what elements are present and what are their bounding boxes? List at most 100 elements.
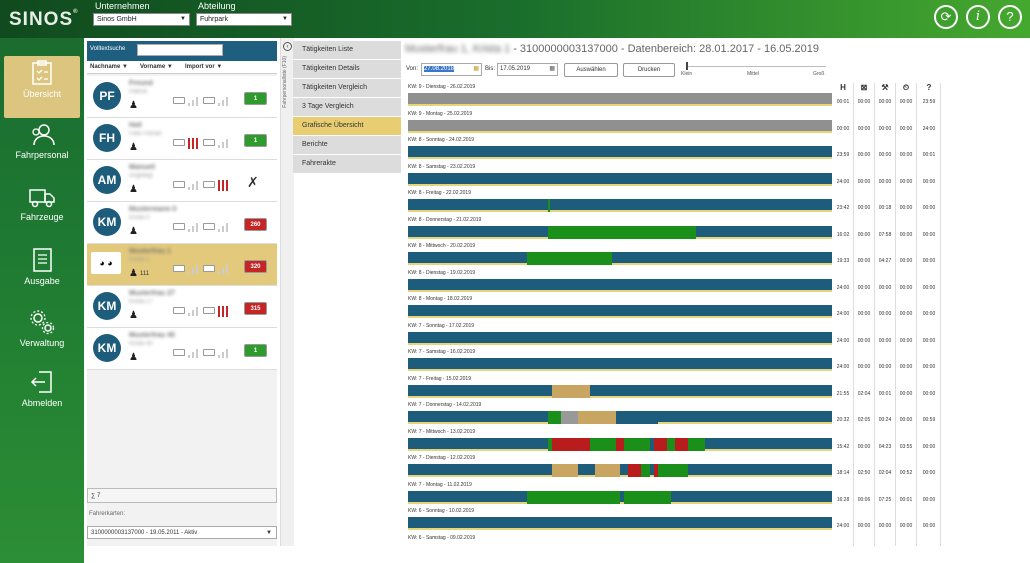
activity-segment[interactable] xyxy=(653,464,659,477)
activity-bar[interactable] xyxy=(408,517,832,530)
card-icon xyxy=(203,139,215,146)
from-date-input[interactable]: 27.08.2018 ▦ xyxy=(421,63,482,76)
driver-row[interactable]: FH Hall Felix Florian ♟ 1 xyxy=(87,118,277,160)
activity-segment[interactable] xyxy=(624,437,650,451)
nav-output[interactable]: Ausgabe xyxy=(0,244,84,306)
driver-row[interactable]: KM Musterfrau 40 Krista 40 ♟ 1 xyxy=(87,328,277,370)
help-icon[interactable]: ? xyxy=(998,5,1022,29)
activity-bar[interactable] xyxy=(408,331,832,345)
driver-firstname: Krista 0 xyxy=(129,215,150,221)
nav-vehicles[interactable]: Fahrzeuge xyxy=(0,182,84,244)
zoom-slider-handle[interactable] xyxy=(686,62,688,70)
driver-lastname: Mustermann 0 xyxy=(129,206,177,213)
driver-row[interactable]: ◕ ◕ Musterfrau 1 Krista 1 ♟ 111 320 xyxy=(87,244,277,286)
menu-item[interactable]: Tätigkeiten Details xyxy=(293,60,401,79)
activity-segment[interactable] xyxy=(526,490,620,504)
activity-bar[interactable] xyxy=(408,146,832,159)
activity-bar[interactable] xyxy=(408,225,832,239)
driver-row[interactable]: KM Mustermann 0 Krista 0 ♟ 260 xyxy=(87,202,277,244)
stat-value: 03:55 xyxy=(899,443,913,450)
menu-item[interactable]: Berichte xyxy=(293,136,401,155)
activity-segment[interactable] xyxy=(577,411,616,424)
activity-bar[interactable] xyxy=(408,490,832,504)
driver-row[interactable]: AM Manuell Angelegt ♟ ✗ xyxy=(87,160,277,202)
activity-bar[interactable] xyxy=(408,278,832,292)
department-select[interactable]: Fuhrpark ▼ xyxy=(196,13,292,26)
menu-item[interactable]: 3 Tage Vergleich xyxy=(293,98,401,117)
activity-segment[interactable] xyxy=(628,464,642,477)
activity-segment[interactable] xyxy=(666,437,676,451)
activity-segment[interactable] xyxy=(547,225,697,239)
search-label: Volltextsuche xyxy=(90,46,126,52)
activity-bar[interactable] xyxy=(408,93,832,106)
activity-bar[interactable] xyxy=(408,464,832,477)
activity-segment[interactable] xyxy=(552,464,578,477)
activity-segment[interactable] xyxy=(547,437,553,451)
activity-bar[interactable] xyxy=(408,384,832,398)
print-button[interactable]: Drucken xyxy=(623,63,675,77)
card-icon xyxy=(203,223,215,230)
activity-segment[interactable] xyxy=(526,252,612,265)
activity-bar[interactable] xyxy=(408,411,832,424)
status-badge: 1 xyxy=(244,134,267,147)
activity-bar[interactable] xyxy=(408,437,832,451)
activity-segment[interactable] xyxy=(649,437,654,451)
activity-bar[interactable] xyxy=(408,305,832,318)
stat-value: 00:00 xyxy=(878,125,892,132)
company-label: Unternehmen xyxy=(95,1,150,11)
day-label: KW: 7 - Mittwoch - 13.02.2019 xyxy=(408,428,476,435)
nav-drivers[interactable]: Fahrpersonal xyxy=(0,120,84,182)
page-title: Musterfrau 1, Krista 1 - 310000000313700… xyxy=(405,43,820,55)
stat-value: 00:01 xyxy=(836,99,850,105)
activity-segment[interactable] xyxy=(624,490,671,504)
collapse-icon[interactable]: ‹ xyxy=(283,42,292,51)
activity-bar[interactable] xyxy=(408,172,832,186)
refresh-icon[interactable]: ⟳ xyxy=(934,5,958,29)
activity-segment[interactable] xyxy=(552,437,591,451)
menu-item[interactable]: Fahrerakte xyxy=(293,155,401,174)
activity-bar[interactable] xyxy=(408,358,832,371)
driver-row[interactable]: PF Freund Patrick ♟ 1 xyxy=(87,76,277,118)
search-input[interactable] xyxy=(137,44,223,56)
menu-item[interactable]: Tätigkeiten Liste xyxy=(293,41,401,60)
activity-segment[interactable] xyxy=(547,411,561,424)
activity-segment[interactable] xyxy=(658,464,688,477)
stat-value: 02:04 xyxy=(878,470,892,476)
stat-value: 00:00 xyxy=(899,311,913,317)
info-icon[interactable]: i xyxy=(966,5,990,29)
zoom-slider-track[interactable] xyxy=(686,66,826,67)
col-import[interactable]: Import vor ▼ xyxy=(185,64,223,70)
activity-segment[interactable] xyxy=(590,437,616,451)
day-stats: 18:14 02:50 02:04 00:52 00:00 xyxy=(833,465,945,487)
nav-logout[interactable]: Abmelden xyxy=(0,366,84,428)
company-select[interactable]: Sinos GmbH ▼ xyxy=(93,13,190,26)
activity-bar[interactable] xyxy=(408,199,832,212)
activity-segment[interactable] xyxy=(615,437,625,451)
driver-row[interactable]: KM Musterfrau 27 Krista 27 ♟ 315 xyxy=(87,286,277,328)
activity-segment[interactable] xyxy=(547,199,551,212)
activity-segment[interactable] xyxy=(615,411,659,424)
activity-segment[interactable] xyxy=(560,411,578,424)
activity-segment[interactable] xyxy=(641,464,650,477)
nav-admin[interactable]: Verwaltung xyxy=(0,306,84,368)
activity-bar[interactable] xyxy=(408,252,832,265)
driver-card-select[interactable]: 3100000003137000 - 19.05.2011 - Aktiv ▼ xyxy=(87,526,277,539)
stat-value: 00:00 xyxy=(857,258,871,264)
signal-icon xyxy=(188,96,200,106)
col-lastname[interactable]: Nachname ▼ xyxy=(90,64,128,70)
to-date-input[interactable]: 17.05.2019 ▦ xyxy=(497,63,558,76)
activity-bar[interactable] xyxy=(408,119,832,133)
menu-item[interactable]: Tätigkeiten Vergleich xyxy=(293,79,401,98)
activity-segment[interactable] xyxy=(653,437,667,451)
activity-segment[interactable] xyxy=(687,437,705,451)
col-firstname[interactable]: Vorname ▼ xyxy=(140,64,173,70)
nav-overview[interactable]: Übersicht xyxy=(4,56,80,118)
select-button[interactable]: Auswählen xyxy=(564,63,618,77)
driver-firstname: Krista 1 xyxy=(129,257,150,263)
stat-value: 18:14 xyxy=(836,470,850,476)
activity-segment[interactable] xyxy=(675,437,688,451)
menu-item[interactable]: Grafische Übersicht xyxy=(293,117,401,136)
activity-segment[interactable] xyxy=(552,384,591,398)
activity-segment[interactable] xyxy=(594,464,620,477)
signal-icon xyxy=(218,138,230,148)
